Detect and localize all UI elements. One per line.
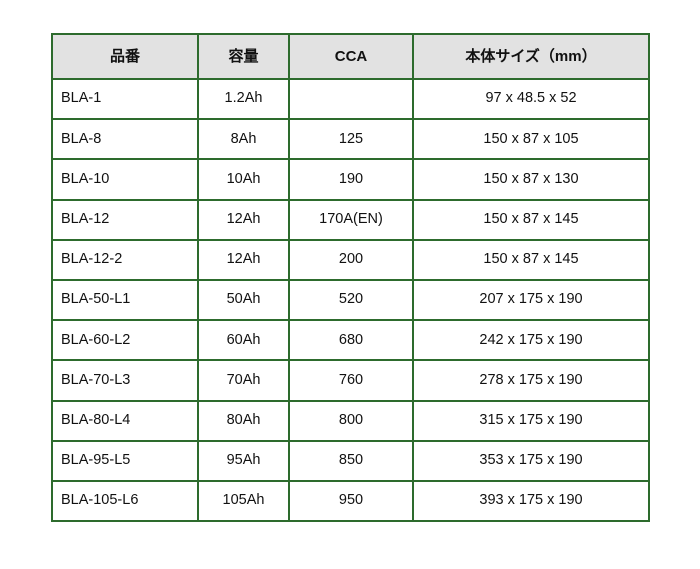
cell-part-number: BLA-105-L6 xyxy=(51,479,199,523)
cell-part-number: BLA-12-2 xyxy=(51,238,199,281)
cell-cca: 125 xyxy=(288,118,414,161)
column-header-part-number: 品番 xyxy=(51,33,199,80)
table-row: BLA-12 12Ah 170A(EN) 150 x 87 x 145 xyxy=(51,198,650,241)
table-row: BLA-70-L3 70Ah 760 278 x 175 x 190 xyxy=(51,359,650,402)
cell-capacity: 95Ah xyxy=(197,439,290,482)
cell-size: 278 x 175 x 190 xyxy=(412,359,650,402)
cell-size: 150 x 87 x 145 xyxy=(412,238,650,281)
cell-size: 242 x 175 x 190 xyxy=(412,319,650,362)
table-row: BLA-105-L6 105Ah 950 393 x 175 x 190 xyxy=(51,479,650,523)
cell-capacity: 50Ah xyxy=(197,278,290,322)
cell-cca: 800 xyxy=(288,399,414,442)
cell-capacity: 80Ah xyxy=(197,399,290,442)
cell-capacity: 1.2Ah xyxy=(197,77,290,121)
column-header-capacity: 容量 xyxy=(197,33,290,80)
cell-size: 353 x 175 x 190 xyxy=(412,439,650,482)
spec-table-container: 品番 容量 CCA 本体サイズ（mm） BLA-1 1.2Ah 97 x 48.5 … xyxy=(51,33,650,523)
cell-part-number: BLA-80-L4 xyxy=(51,399,199,442)
cell-size: 97 x 48.5 x 52 xyxy=(412,77,650,121)
table-row: BLA-50-L1 50Ah 520 207 x 175 x 190 xyxy=(51,278,650,322)
cell-part-number: BLA-8 xyxy=(51,118,199,161)
table-header-row: 品番 容量 CCA 本体サイズ（mm） xyxy=(51,33,650,80)
cell-cca: 190 xyxy=(288,158,414,201)
cell-cca: 950 xyxy=(288,479,414,523)
battery-specification-table: 品番 容量 CCA 本体サイズ（mm） BLA-1 1.2Ah 97 x 48.5 … xyxy=(51,33,650,523)
cell-cca: 170A(EN) xyxy=(288,198,414,241)
table-row: BLA-8 8Ah 125 150 x 87 x 105 xyxy=(51,118,650,161)
cell-capacity: 8Ah xyxy=(197,118,290,161)
cell-capacity: 60Ah xyxy=(197,319,290,362)
cell-size: 315 x 175 x 190 xyxy=(412,399,650,442)
table-row: BLA-80-L4 80Ah 800 315 x 175 x 190 xyxy=(51,399,650,442)
cell-cca: 850 xyxy=(288,439,414,482)
cell-size: 150 x 87 x 130 xyxy=(412,158,650,201)
cell-part-number: BLA-95-L5 xyxy=(51,439,199,482)
cell-part-number: BLA-10 xyxy=(51,158,199,201)
cell-size: 150 x 87 x 105 xyxy=(412,118,650,161)
cell-capacity: 70Ah xyxy=(197,359,290,402)
table-row: BLA-95-L5 95Ah 850 353 x 175 x 190 xyxy=(51,439,650,482)
table-row: BLA-1 1.2Ah 97 x 48.5 x 52 xyxy=(51,77,650,121)
cell-cca: 760 xyxy=(288,359,414,402)
cell-capacity: 105Ah xyxy=(197,479,290,523)
cell-part-number: BLA-70-L3 xyxy=(51,359,199,402)
cell-size: 207 x 175 x 190 xyxy=(412,278,650,322)
cell-size: 150 x 87 x 145 xyxy=(412,198,650,241)
column-header-cca: CCA xyxy=(288,33,414,80)
cell-part-number: BLA-1 xyxy=(51,77,199,121)
table-row: BLA-10 10Ah 190 150 x 87 x 130 xyxy=(51,158,650,201)
cell-capacity: 12Ah xyxy=(197,198,290,241)
table-row: BLA-60-L2 60Ah 680 242 x 175 x 190 xyxy=(51,319,650,362)
column-header-size: 本体サイズ（mm） xyxy=(412,33,650,80)
cell-part-number: BLA-50-L1 xyxy=(51,278,199,322)
cell-part-number: BLA-60-L2 xyxy=(51,319,199,362)
cell-size: 393 x 175 x 190 xyxy=(412,479,650,523)
table-header: 品番 容量 CCA 本体サイズ（mm） xyxy=(51,33,650,80)
table-body: BLA-1 1.2Ah 97 x 48.5 x 52 BLA-8 8Ah 125 150 x… xyxy=(51,77,650,523)
cell-cca: 520 xyxy=(288,278,414,322)
cell-part-number: BLA-12 xyxy=(51,198,199,241)
cell-cca xyxy=(288,77,414,121)
cell-capacity: 10Ah xyxy=(197,158,290,201)
cell-capacity: 12Ah xyxy=(197,238,290,281)
cell-cca: 200 xyxy=(288,238,414,281)
cell-cca: 680 xyxy=(288,319,414,362)
table-row: BLA-12-2 12Ah 200 150 x 87 x 145 xyxy=(51,238,650,281)
